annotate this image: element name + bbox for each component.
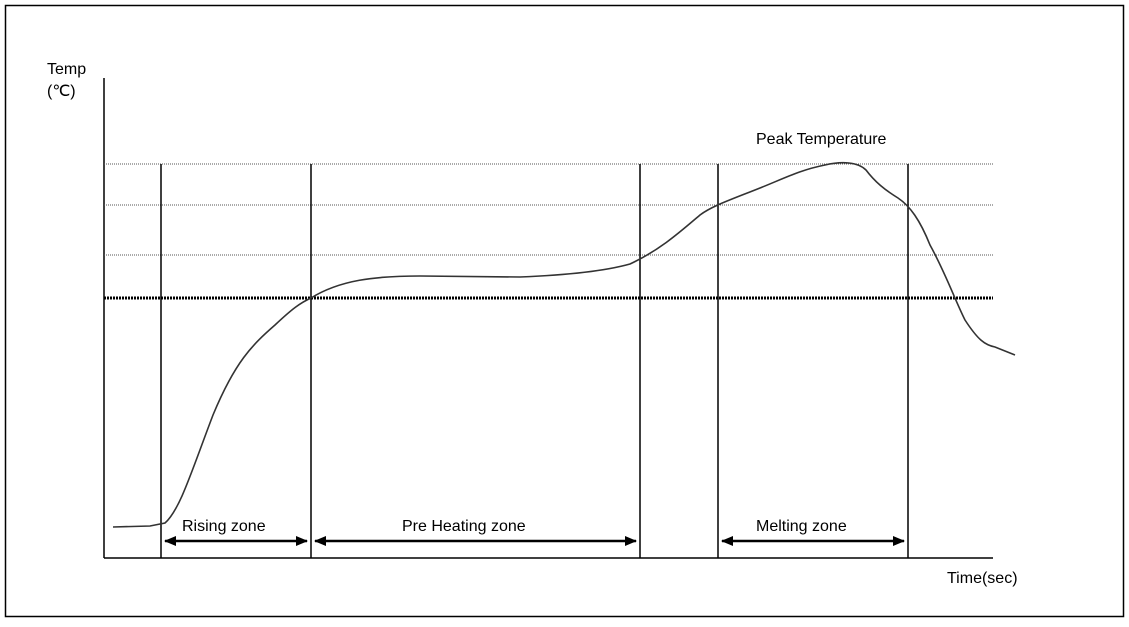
temperature-profile-curve	[112, 161, 1016, 528]
melting-zone-label: Melting zone	[756, 518, 847, 535]
y-axis-unit-label: (℃)	[47, 83, 76, 100]
preheating-zone-label: Pre Heating zone	[402, 518, 526, 535]
rising-zone-label: Rising zone	[182, 518, 266, 535]
peak-temperature-label: Peak Temperature	[756, 131, 887, 148]
y-axis-label: Temp	[47, 61, 86, 78]
outer-frame	[4, 4, 1125, 618]
x-axis-label: Time(sec)	[947, 570, 1018, 587]
